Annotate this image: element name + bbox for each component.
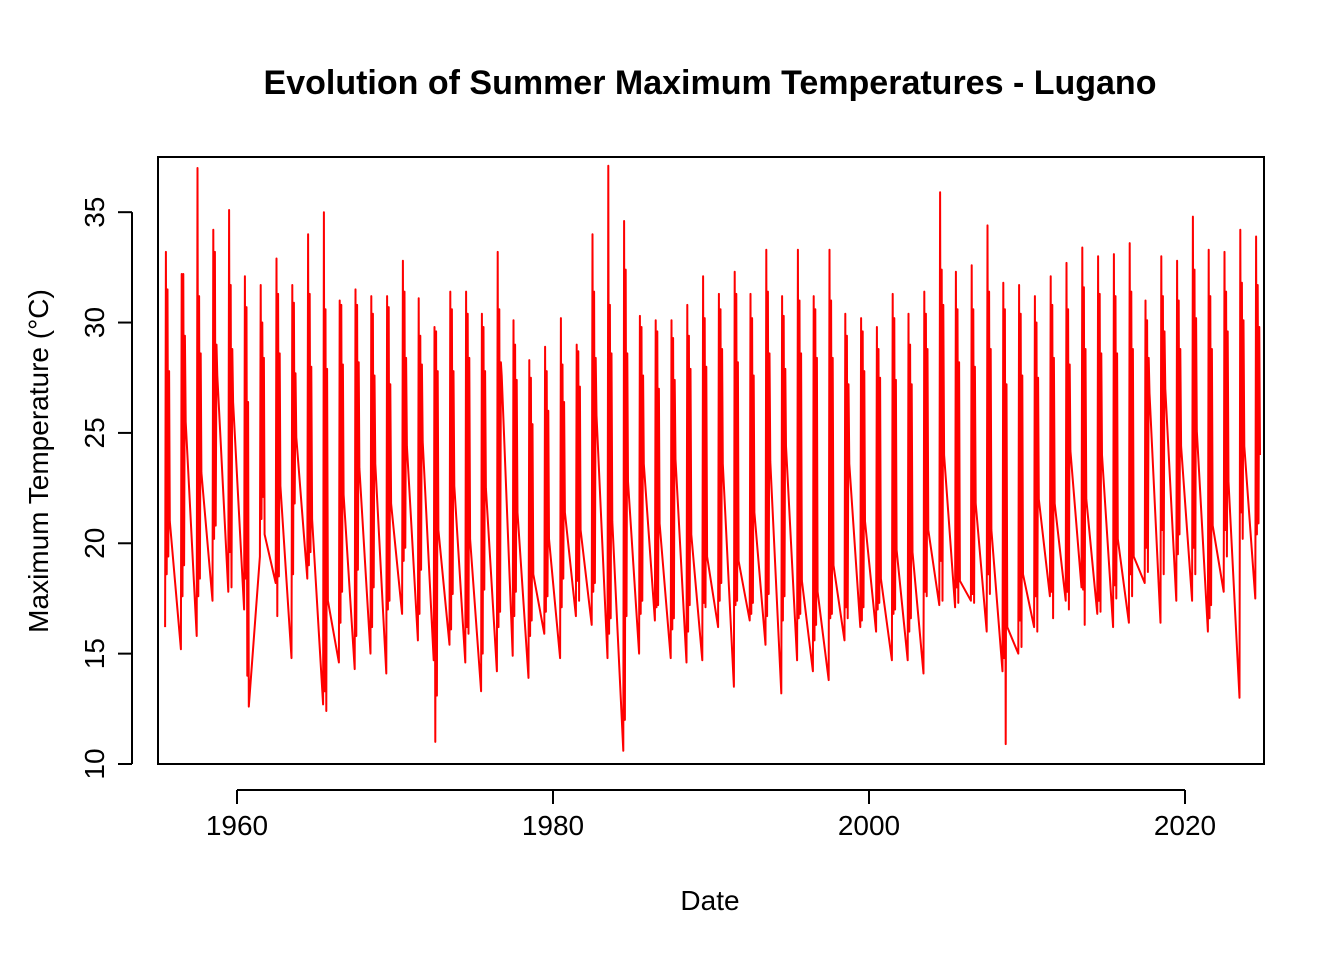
x-axis: 1960 1980 2000 2020 — [206, 789, 1216, 841]
chart-title: Evolution of Summer Maximum Temperatures… — [264, 64, 1157, 102]
y-tick-label: 25 — [79, 417, 110, 448]
x-tick-label: 2000 — [838, 810, 900, 841]
y-tick-label: 15 — [79, 638, 110, 669]
y-tick-label: 10 — [79, 748, 110, 779]
y-tick-label: 20 — [79, 528, 110, 559]
y-tick-label: 30 — [79, 307, 110, 338]
y-tick-label: 35 — [79, 197, 110, 228]
data-layer — [164, 164, 1261, 752]
x-tick-label: 2020 — [1154, 810, 1216, 841]
plot-frame — [157, 156, 1265, 765]
x-tick-label: 1980 — [522, 810, 584, 841]
y-axis: 10 15 20 25 30 35 — [79, 197, 133, 780]
x-tick-label: 1960 — [206, 810, 268, 841]
series-line-0 — [164, 164, 1261, 752]
y-axis-label: Maximum Temperature (°C) — [23, 289, 54, 633]
x-axis-label: Date — [680, 885, 739, 916]
